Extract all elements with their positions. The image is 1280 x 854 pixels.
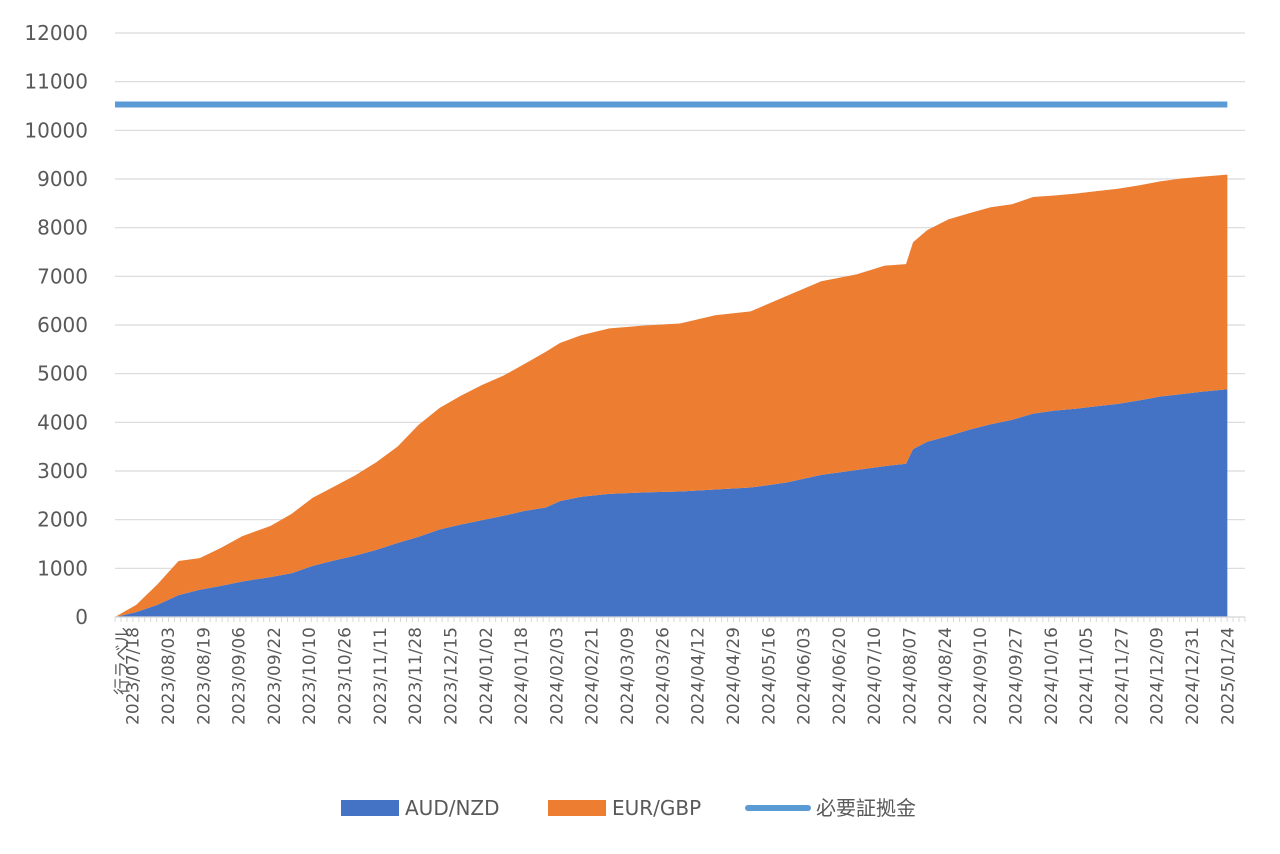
- x-tick-label: 2024/10/16: [1042, 627, 1062, 725]
- y-tick-label: 5000: [37, 362, 88, 386]
- x-tick-label: 2024/03/26: [653, 627, 673, 725]
- x-tick-label: 2023/08/03: [159, 627, 179, 725]
- x-tick-label: 2024/02/03: [547, 627, 567, 725]
- x-tick-label: 2024/05/16: [759, 627, 779, 725]
- x-tick-label: 2024/04/29: [724, 627, 744, 725]
- x-tick-label: 2023/10/26: [336, 627, 356, 725]
- x-tick-label: 2024/09/27: [1006, 627, 1026, 725]
- x-tick-label: 2024/03/09: [618, 627, 638, 725]
- y-tick-label: 3000: [37, 459, 88, 483]
- x-tick-label: 2024/04/12: [689, 627, 709, 725]
- legend-label: EUR/GBP: [612, 796, 701, 820]
- y-tick-label: 1000: [37, 556, 88, 580]
- y-tick-label: 12000: [24, 21, 88, 45]
- legend-label: 必要証拠金: [816, 796, 916, 820]
- x-tick-label: 2024/06/20: [830, 627, 850, 725]
- x-tick-label: 2024/11/05: [1077, 627, 1097, 725]
- x-tick-label: 2024/07/10: [865, 627, 885, 725]
- y-tick-label: 6000: [37, 313, 88, 337]
- x-tick-label: 2023/08/19: [194, 627, 214, 725]
- x-tick-label: 2024/02/21: [583, 627, 603, 725]
- y-tick-label: 11000: [24, 70, 88, 94]
- area-eurgbp: [115, 174, 1228, 617]
- x-tick-label: 2023/11/28: [406, 627, 426, 725]
- y-tick-label: 10000: [24, 118, 88, 142]
- x-tick-label: 2024/12/09: [1148, 627, 1168, 725]
- x-tick-label: 2025/01/24: [1218, 627, 1238, 725]
- area-audnzd: [115, 389, 1228, 617]
- x-tick-label: 2024/01/02: [477, 627, 497, 725]
- y-tick-label: 9000: [37, 167, 88, 191]
- x-row-label: 行ラベル: [113, 627, 133, 695]
- x-tick-label: 2024/11/27: [1112, 627, 1132, 725]
- x-tick-label: 2024/08/07: [901, 627, 921, 725]
- x-tick-label: 2023/11/11: [371, 627, 391, 725]
- x-tick-label: 2023/09/06: [230, 627, 250, 725]
- legend: AUD/NZD EUR/GBP 必要証拠金: [341, 796, 916, 820]
- x-tick-label: 2024/12/31: [1183, 627, 1203, 725]
- y-tick-label: 4000: [37, 410, 88, 434]
- legend-label: AUD/NZD: [405, 796, 500, 820]
- y-tick-label: 2000: [37, 508, 88, 532]
- x-tick-label: 2023/12/15: [441, 627, 461, 725]
- x-tick-label: 2024/08/24: [936, 627, 956, 725]
- x-tick-label: 2024/06/03: [795, 627, 815, 725]
- y-tick-label: 0: [75, 605, 88, 629]
- x-tick-label: 2023/07/18: [124, 627, 144, 725]
- x-tick-label: 2023/09/22: [265, 627, 285, 725]
- x-tick-label: 2024/09/10: [971, 627, 991, 725]
- y-axis: 0 1000 2000 3000 4000 5000 6000 7000 8000 9000 100…: [24, 21, 88, 629]
- x-tick-label: 2024/01/18: [512, 627, 532, 725]
- plot-area: [115, 174, 1228, 617]
- legend-swatch: [341, 800, 399, 816]
- x-tick-label: 2023/10/10: [300, 627, 320, 725]
- y-tick-label: 8000: [37, 216, 88, 240]
- legend-swatch: [548, 800, 606, 816]
- y-tick-label: 7000: [37, 264, 88, 288]
